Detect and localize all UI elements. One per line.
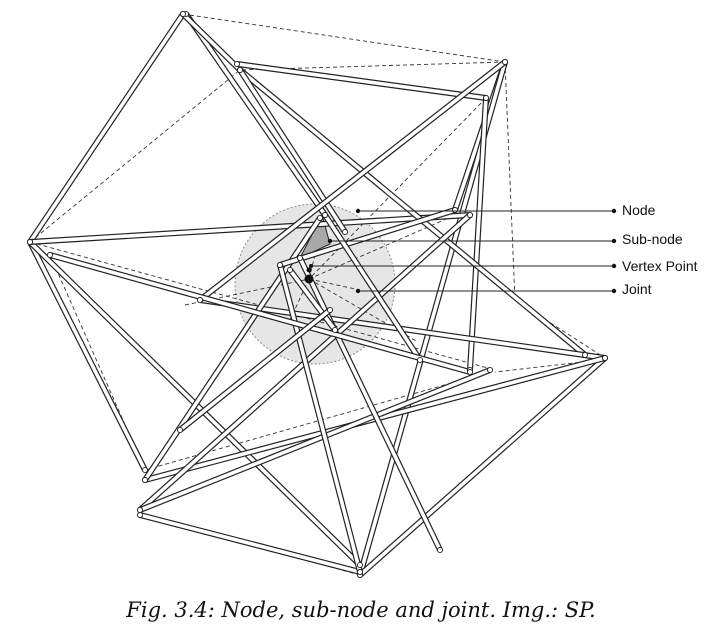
strut-end-cap <box>196 296 204 304</box>
strut-end-cap <box>176 426 184 434</box>
leader-joint-start-dot <box>355 288 361 294</box>
strut-end-cap <box>356 561 364 569</box>
strut <box>27 240 148 472</box>
strut-end-cap <box>356 568 364 576</box>
strut <box>279 207 456 268</box>
strut-end-cap <box>466 368 474 376</box>
tension-cable <box>308 278 361 291</box>
strut-end-cap <box>141 466 149 474</box>
strut-end-cap <box>179 10 187 18</box>
leader-vertex-end-dot <box>611 263 617 269</box>
strut-end-cap <box>321 211 329 219</box>
strut-end-cap <box>436 546 444 554</box>
leader-dots <box>309 208 617 294</box>
strut <box>27 12 186 244</box>
label-sub-node: Sub-node <box>622 231 683 247</box>
tensegrity-figure <box>26 10 617 579</box>
tension-cable <box>182 13 506 63</box>
strut <box>198 59 507 303</box>
strut-end-cap <box>286 266 294 274</box>
strut-end-cap <box>296 254 304 262</box>
strut <box>180 11 243 73</box>
strut <box>297 256 443 552</box>
strut-end-cap <box>136 506 144 514</box>
strut <box>183 12 328 217</box>
leader-node-start-dot <box>355 208 361 214</box>
strut-end-cap <box>581 351 589 359</box>
strut <box>467 97 489 371</box>
strut-end-cap <box>482 94 490 102</box>
strut-end-cap <box>326 306 334 314</box>
label-joint: Joint <box>622 281 652 297</box>
strut <box>287 268 338 332</box>
strut-end-cap <box>416 356 424 364</box>
strut-end-cap <box>601 354 609 362</box>
leader-joint-end-dot <box>611 288 617 294</box>
strut <box>139 512 361 575</box>
leader-sub-node-start-dot <box>327 238 333 244</box>
leader-lines <box>311 210 612 292</box>
strut <box>358 355 607 578</box>
strut <box>49 252 471 375</box>
strut-end-cap <box>331 326 339 334</box>
strut-end-cap <box>341 228 349 236</box>
strut-end-cap <box>276 261 284 269</box>
leader-sub-node-end-dot <box>611 238 617 244</box>
strut-end-cap <box>466 211 474 219</box>
strut <box>236 61 487 101</box>
strut-end-cap <box>233 60 241 68</box>
label-node: Node <box>622 202 656 218</box>
strut-end-cap <box>316 214 324 222</box>
strut <box>29 212 471 245</box>
tension-cable <box>308 214 326 280</box>
strut <box>237 68 348 234</box>
strut <box>178 307 332 433</box>
strut <box>238 67 587 358</box>
strut-end-cap <box>486 366 494 374</box>
strut-end-cap <box>451 206 459 214</box>
strut-end-cap <box>136 511 144 519</box>
strut-end-cap <box>46 251 54 259</box>
figure-caption: Fig. 3.4: Node, sub-node and joint. Img.… <box>126 598 596 622</box>
vertex-point-marker <box>306 267 312 273</box>
tension-cable <box>504 61 516 301</box>
strut <box>322 213 423 362</box>
strut-end-cap <box>236 66 244 74</box>
tension-cable <box>29 69 241 243</box>
leader-vertex-start-dot <box>309 264 313 268</box>
strut-end-cap <box>501 58 509 66</box>
strut <box>277 264 363 573</box>
label-vertex-point: Vertex Point <box>622 258 698 274</box>
compression-struts <box>26 10 609 579</box>
strut-end-cap <box>141 476 149 484</box>
strut <box>138 367 492 513</box>
joint-marker <box>304 274 314 284</box>
strut-end-cap <box>26 238 34 246</box>
leader-node-end-dot <box>611 208 617 214</box>
